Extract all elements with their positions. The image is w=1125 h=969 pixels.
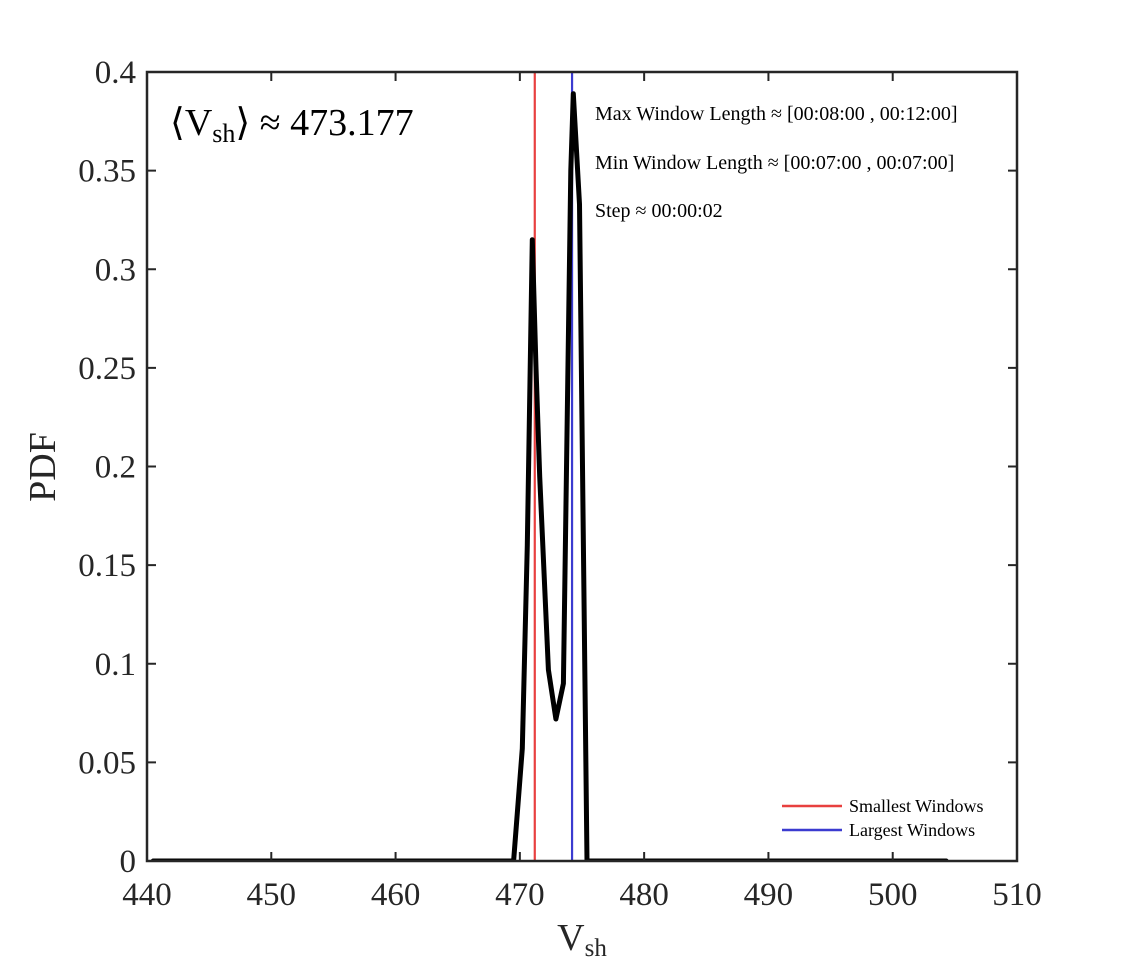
x-axis-label-subscript: sh — [585, 935, 608, 962]
legend-label-largest-windows: Largest Windows — [849, 820, 975, 840]
step-annotation: Step ≈ 00:00:02 — [595, 200, 723, 222]
y-tick-label: 0.25 — [78, 351, 136, 387]
y-tick-label: 0.05 — [78, 745, 136, 781]
y-tick-label: 0.2 — [95, 450, 136, 486]
mean-annotation-suffix: ⟩ ≈ 473.177 — [235, 102, 413, 144]
x-axis-label-main: V — [557, 917, 585, 959]
y-tick-label: 0.4 — [95, 55, 136, 91]
x-tick-label: 480 — [619, 877, 669, 913]
max-window-length-annotation: Max Window Length ≈ [00:08:00 , 00:12:00… — [595, 103, 958, 125]
legend: Smallest Windows Largest Windows — [782, 796, 983, 840]
legend-label-smallest-windows: Smallest Windows — [849, 796, 983, 816]
y-tick-label: 0.1 — [95, 647, 136, 683]
mean-annotation-subscript: sh — [212, 119, 235, 148]
pdf-series-line — [150, 91, 949, 861]
data-layer — [150, 72, 949, 861]
y-tick-label: 0.15 — [78, 548, 136, 584]
min-window-length-annotation: Min Window Length ≈ [00:07:00 , 00:07:00… — [595, 152, 954, 174]
x-tick-label: 490 — [744, 877, 794, 913]
y-tick-label: 0.3 — [95, 252, 136, 288]
x-tick-label: 470 — [495, 877, 545, 913]
x-tick-label: 440 — [122, 877, 172, 913]
window-info-annotations: Max Window Length ≈ [00:08:00 , 00:12:00… — [595, 103, 958, 222]
x-axis-label: Vsh — [557, 917, 607, 962]
y-tick-label: 0 — [120, 844, 137, 880]
x-tick-label: 460 — [371, 877, 421, 913]
tick-layer: 440 450 460 470 480 490 500 510 0 0.05 0.1 0.15 0.2 0… — [78, 55, 1042, 913]
y-axis-label: PDF — [22, 432, 64, 502]
x-tick-label: 500 — [868, 877, 918, 913]
x-tick-label: 510 — [992, 877, 1042, 913]
mean-annotation-prefix: ⟨V — [170, 102, 213, 144]
y-tick-label: 0.35 — [78, 154, 136, 190]
mean-annotation: ⟨Vsh⟩ ≈ 473.177 — [170, 102, 414, 148]
x-tick-label: 450 — [247, 877, 297, 913]
